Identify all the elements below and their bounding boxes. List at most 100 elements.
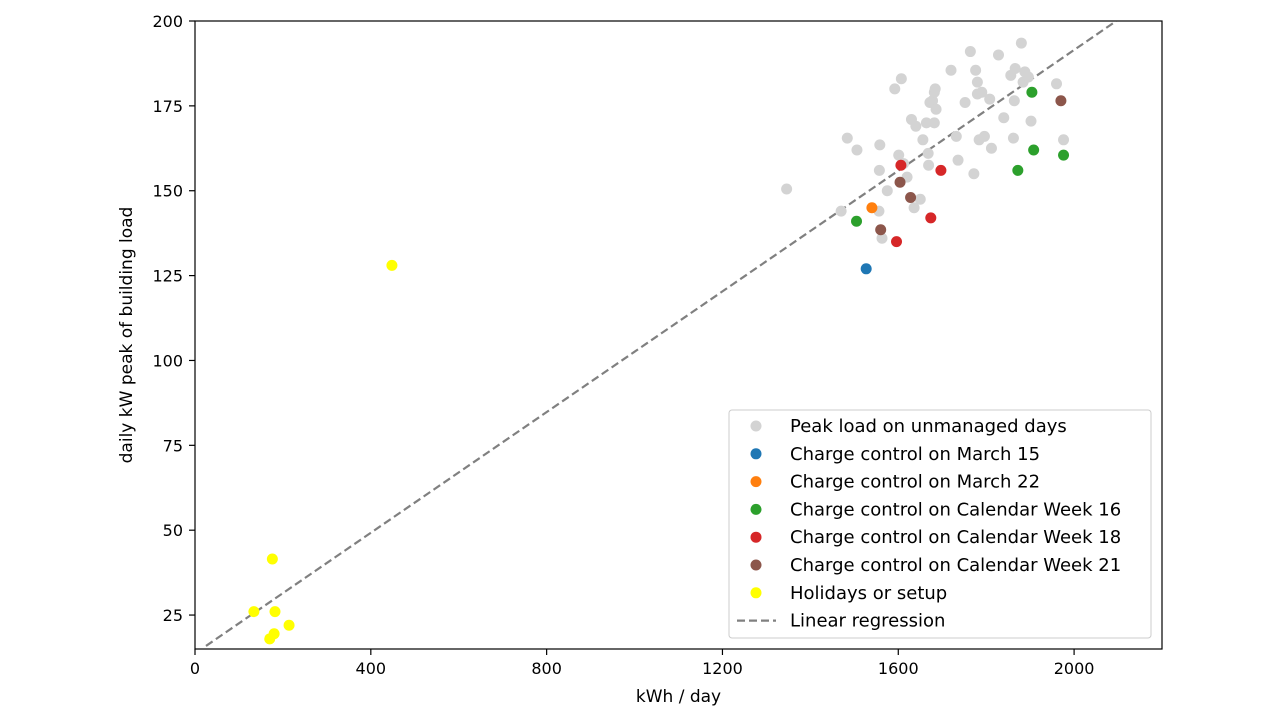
data-point xyxy=(895,73,907,85)
data-point xyxy=(959,96,971,108)
data-point xyxy=(1026,86,1038,98)
data-point xyxy=(908,202,920,214)
legend-label: Charge control on March 22 xyxy=(790,472,1040,493)
x-tick-label: 2000 xyxy=(1054,659,1095,678)
data-point xyxy=(952,154,964,166)
legend-marker xyxy=(750,476,762,488)
legend-label: Charge control on March 15 xyxy=(790,444,1040,465)
legend-marker xyxy=(750,559,762,571)
legend-marker xyxy=(750,420,762,432)
legend-label: Holidays or setup xyxy=(790,583,947,604)
x-tick-label: 0 xyxy=(190,659,200,678)
axes: 0 400 800 1200 1600 2000 25 50 75 100 125 150 175 200 xyxy=(152,12,1163,678)
y-tick-label: 50 xyxy=(163,521,183,540)
data-point xyxy=(1058,134,1070,146)
data-point xyxy=(978,130,990,142)
data-point xyxy=(1012,164,1024,176)
series-1 xyxy=(860,263,872,275)
data-point xyxy=(851,144,863,156)
y-tick-label: 175 xyxy=(152,97,183,116)
data-point xyxy=(1058,149,1070,161)
legend-marker xyxy=(750,587,762,599)
data-point xyxy=(891,236,903,248)
data-point xyxy=(283,619,295,631)
y-tick-label: 200 xyxy=(152,12,183,31)
data-point xyxy=(964,46,976,58)
data-point xyxy=(248,606,260,618)
plot-frame xyxy=(194,20,1163,650)
data-point xyxy=(1015,37,1027,49)
series-2 xyxy=(866,202,878,214)
data-point xyxy=(860,263,872,275)
plot-area xyxy=(205,21,1117,647)
legend-marker xyxy=(750,448,762,460)
data-point xyxy=(1008,95,1020,107)
series-5 xyxy=(875,95,1067,236)
x-tick-label: 800 xyxy=(531,659,562,678)
data-point xyxy=(923,159,935,171)
series-4 xyxy=(891,159,947,248)
x-tick-label: 1200 xyxy=(702,659,743,678)
data-point xyxy=(268,628,280,640)
data-point xyxy=(875,224,887,236)
data-point xyxy=(895,159,907,171)
legend-marker xyxy=(750,531,762,543)
data-point xyxy=(929,83,941,95)
data-point xyxy=(976,86,988,98)
legend-label: Charge control on Calendar Week 16 xyxy=(790,499,1121,520)
data-point xyxy=(920,117,932,129)
y-tick-label: 75 xyxy=(163,436,183,455)
y-tick-label: 25 xyxy=(163,606,183,625)
data-point xyxy=(835,205,847,217)
data-point xyxy=(945,64,957,76)
data-point xyxy=(927,95,939,107)
legend-marker xyxy=(750,503,762,515)
legend-label: Charge control on Calendar Week 21 xyxy=(790,555,1121,576)
data-point xyxy=(968,168,980,180)
series-6 xyxy=(248,259,398,645)
data-point xyxy=(985,142,997,154)
data-point xyxy=(928,117,940,129)
data-point xyxy=(781,183,793,195)
data-point xyxy=(269,606,281,618)
data-point xyxy=(881,185,893,197)
data-point xyxy=(1009,63,1021,75)
legend-label: Peak load on unmanaged days xyxy=(790,416,1067,437)
data-point xyxy=(905,192,917,204)
data-point xyxy=(998,112,1010,124)
data-point xyxy=(1055,95,1067,107)
data-point xyxy=(876,232,888,244)
legend: Peak load on unmanaged days Charge contro… xyxy=(728,409,1152,639)
data-point xyxy=(984,93,996,105)
data-point xyxy=(889,83,901,95)
data-point xyxy=(1051,78,1063,90)
legend-box xyxy=(728,409,1152,639)
data-point xyxy=(894,176,906,188)
legend-label: Linear regression xyxy=(790,611,945,632)
data-point xyxy=(893,149,905,161)
data-point xyxy=(386,259,398,271)
data-point xyxy=(971,76,983,88)
data-point xyxy=(930,103,942,115)
data-point xyxy=(925,212,937,224)
data-point xyxy=(266,553,278,565)
data-point xyxy=(874,139,886,151)
data-point xyxy=(917,134,929,146)
series-0 xyxy=(781,37,1070,244)
regression-line xyxy=(205,21,1117,647)
data-point xyxy=(851,215,863,227)
data-point xyxy=(992,49,1004,61)
series-3 xyxy=(851,86,1070,227)
y-tick-label: 125 xyxy=(152,267,183,286)
data-point xyxy=(1007,132,1019,144)
y-tick-label: 150 xyxy=(152,182,183,201)
x-tick-label: 1600 xyxy=(878,659,919,678)
x-axis-label: kWh / day xyxy=(636,687,721,707)
data-point xyxy=(935,164,947,176)
data-point xyxy=(950,130,962,142)
y-axis-label: daily kW peak of building load xyxy=(117,207,137,464)
data-point xyxy=(841,132,853,144)
data-point xyxy=(914,193,926,205)
data-point xyxy=(1028,144,1040,156)
